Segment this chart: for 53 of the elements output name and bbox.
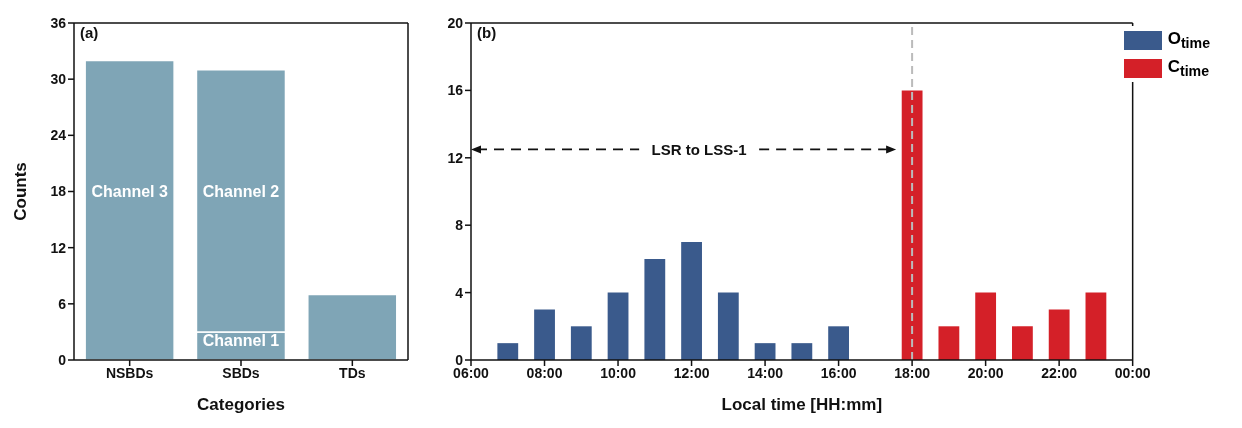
bar [975, 292, 997, 360]
bar [307, 293, 398, 360]
y-tick-label: 24 [50, 127, 67, 144]
x-tick-label: 18:00 [894, 364, 931, 381]
bar [1012, 326, 1033, 360]
bar [534, 309, 555, 360]
bar [938, 326, 960, 360]
bar [84, 59, 175, 360]
chart-title: (b) [477, 24, 497, 41]
bar [717, 292, 739, 360]
annotation: Channel 1 [202, 331, 280, 350]
x-tick-label: 16:00 [820, 364, 857, 381]
annotation: Channel 2 [202, 182, 280, 201]
bar [1085, 292, 1107, 360]
x-tick-label: 00:00 [1114, 364, 1151, 381]
bar [1048, 309, 1070, 360]
legend-label: O$_{time}$ [1167, 28, 1210, 52]
y-tick-label: 30 [50, 71, 67, 88]
y-tick-label: 36 [50, 14, 67, 31]
y-tick-label: 4 [455, 284, 464, 301]
bar [570, 326, 592, 360]
y-axis-title: Counts [11, 162, 31, 221]
bar [497, 343, 519, 360]
annotation: LSR to LSS-1 [651, 140, 747, 158]
legend-label: C$_{time}$ [1167, 56, 1210, 80]
y-tick-label: 6 [58, 295, 67, 312]
x-axis-title: Categories [197, 395, 285, 414]
y-tick-label: 12 [50, 239, 67, 256]
bar [681, 242, 702, 360]
x-tick-label: 20:00 [967, 364, 1004, 381]
y-tick-label: 20 [447, 14, 464, 31]
bar [828, 326, 850, 360]
bar [901, 90, 923, 360]
x-tick-label: 22:00 [1041, 364, 1078, 381]
y-tick-label: 8 [455, 217, 464, 234]
bar [754, 343, 776, 360]
y-tick-label: 16 [447, 82, 464, 99]
x-tick-label: 08:00 [526, 364, 563, 381]
x-tick-label: 14:00 [747, 364, 784, 381]
x-tick-label: 10:00 [600, 364, 637, 381]
bar [607, 292, 629, 360]
x-tick-label: 12:00 [673, 364, 710, 381]
bar [791, 343, 813, 360]
y-tick-label: 12 [447, 149, 464, 166]
bar [644, 258, 666, 360]
x-tick-label: TDs [339, 364, 366, 381]
y-tick-label: 0 [58, 351, 67, 368]
x-tick-label: SBDs [222, 364, 260, 381]
x-tick-label: NSBDs [105, 364, 154, 381]
chart-title: (a) [80, 24, 99, 41]
y-tick-label: 18 [50, 183, 67, 200]
annotation: Channel 3 [91, 182, 168, 201]
x-axis-title: Local time [HH:mm] [721, 395, 883, 414]
